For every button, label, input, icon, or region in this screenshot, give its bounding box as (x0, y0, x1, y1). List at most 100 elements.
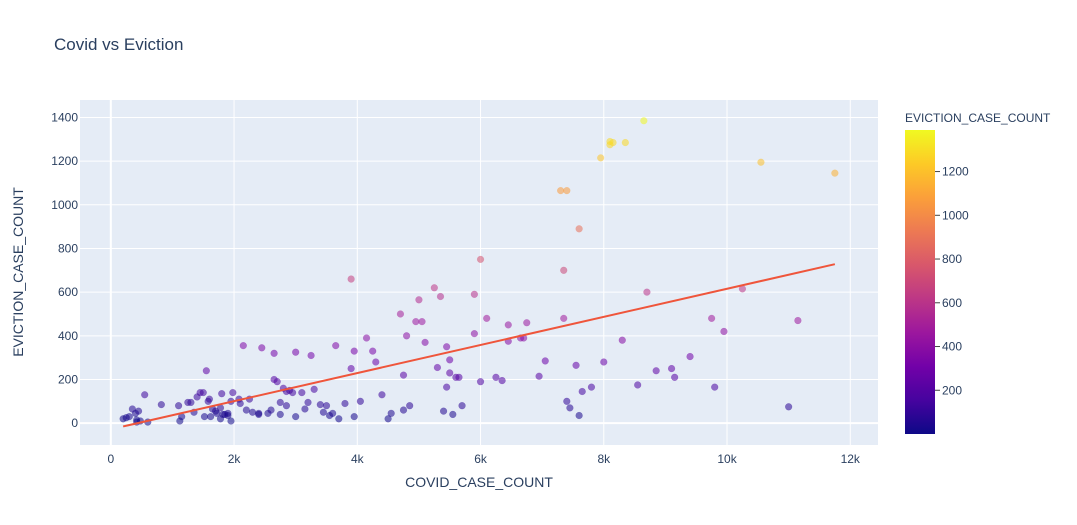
scatter-point (560, 314, 568, 323)
scatter-point (273, 378, 281, 386)
scatter-point (757, 158, 765, 166)
scatter-point (563, 186, 571, 195)
scatter-point (563, 397, 571, 405)
y-tick-label: 0 (71, 416, 78, 430)
scatter-point (436, 292, 445, 301)
scatter-point (406, 402, 414, 410)
scatter-point (205, 395, 214, 403)
y-tick-label: 400 (58, 329, 78, 343)
scatter-point (707, 314, 716, 323)
y-tick-label: 1000 (51, 198, 78, 212)
scatter-point (572, 361, 580, 369)
scatter-point (535, 372, 543, 380)
scatter-point (455, 373, 463, 381)
scatter-point (523, 319, 531, 327)
scatter-point (433, 363, 442, 372)
x-tick-label: 12k (841, 452, 861, 466)
scatter-point (134, 407, 143, 415)
scatter-point (187, 398, 195, 407)
x-tick-label: 0 (107, 452, 114, 466)
scatter-point (347, 364, 355, 373)
scatter-point (322, 402, 331, 410)
scatter-point (341, 399, 349, 408)
scatter-point (492, 373, 500, 381)
y-tick-label: 1200 (51, 154, 78, 168)
scatter-point (270, 349, 278, 357)
scatter-point (442, 343, 451, 351)
colorbar (905, 130, 935, 434)
scatter-point (356, 397, 365, 405)
scatter-point (575, 411, 583, 420)
scatter-point (310, 385, 318, 393)
scatter-point (430, 284, 438, 292)
scatter-point (276, 398, 284, 407)
scatter-point (258, 344, 266, 352)
scatter-point (378, 391, 386, 399)
scatter-point (292, 348, 300, 356)
scatter-point (784, 403, 793, 411)
scatter-point (227, 417, 235, 425)
scatter-point (307, 351, 315, 360)
scatter-point (587, 383, 596, 391)
scatter-point (421, 338, 429, 347)
scatter-point (556, 186, 565, 195)
scatter-point (575, 225, 583, 233)
scatter-point (541, 357, 549, 365)
scatter-point (458, 402, 466, 410)
chart-title: Covid vs Eviction (54, 35, 183, 54)
scatter-point (449, 410, 457, 419)
scatter-point (412, 317, 420, 326)
scatter-point (446, 369, 454, 377)
scatter-point (446, 356, 454, 364)
scatter-point (621, 138, 630, 147)
scatter-point (578, 387, 586, 396)
colorbar-tick-label: 600 (942, 296, 962, 310)
scatter-point (566, 404, 574, 412)
scatter-point (396, 310, 405, 318)
scatter-point (640, 117, 648, 125)
scatter-point (202, 367, 210, 375)
scatter-point (399, 371, 408, 379)
scatter-point (328, 409, 337, 417)
colorbar-tick-label: 1000 (942, 208, 969, 222)
scatter-point (316, 400, 324, 409)
scatter-point (442, 383, 451, 391)
scatter-point (643, 288, 651, 296)
scatter-point (350, 412, 358, 421)
colorbar-tick-label: 1200 (942, 165, 969, 179)
scatter-point (292, 412, 300, 421)
scatter-point (483, 314, 491, 323)
scatter-point (301, 405, 309, 413)
scatter-point (174, 402, 183, 410)
scatter-point (399, 406, 408, 414)
scatter-point (199, 388, 207, 397)
scatter-point (242, 406, 251, 414)
y-tick-label: 800 (58, 241, 78, 255)
scatter-point (239, 341, 247, 350)
x-tick-label: 4k (351, 452, 365, 466)
scatter-point (652, 367, 660, 375)
scatter-point (347, 275, 355, 283)
colorbar-tick-label: 400 (942, 340, 962, 354)
scatter-point (609, 138, 617, 147)
scatter-point (794, 316, 802, 325)
scatter-point (372, 358, 380, 366)
scatter-point (415, 296, 423, 304)
x-tick-label: 6k (474, 452, 488, 466)
scatter-point (304, 398, 312, 407)
scatter-point (200, 412, 209, 421)
scatter-point (332, 341, 340, 350)
scatter-point (350, 347, 358, 355)
scatter-point (157, 400, 165, 409)
scatter-point (470, 290, 479, 298)
scatter-point (267, 406, 275, 414)
scatter-point (418, 317, 426, 326)
colorbar-tick-labels: 200 400 600 800 1000 1200 (935, 165, 969, 397)
scatter-point (125, 412, 133, 421)
scatter-point (335, 415, 343, 423)
scatter-point (176, 417, 184, 425)
scatter-point (670, 373, 679, 381)
scatter-point (618, 336, 626, 344)
scatter-point (634, 381, 642, 389)
trendline (122, 263, 836, 428)
